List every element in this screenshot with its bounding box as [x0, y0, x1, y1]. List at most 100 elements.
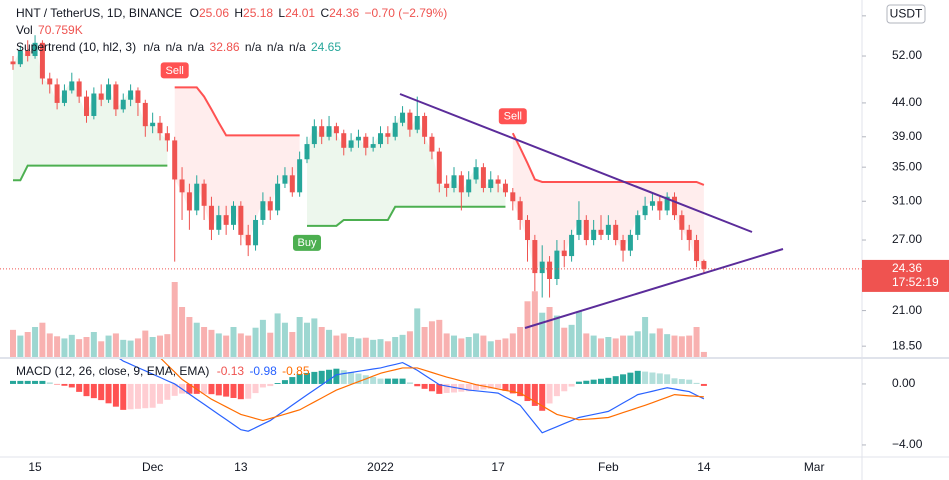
volume-bar: [642, 317, 649, 357]
macd-histogram-bar: [17, 380, 24, 384]
volume-bar: [98, 341, 105, 357]
macd-histogram-bar: [149, 383, 156, 408]
candle-body: [517, 201, 523, 220]
ohlc-prefix: H: [234, 6, 243, 20]
candle-body: [488, 179, 494, 188]
supertrend-value: n/a: [165, 40, 182, 54]
candle-body: [502, 183, 508, 193]
macd-legend: MACD (12, 26, close, 9, EMA, EMA) -0.13 …: [16, 364, 310, 378]
macd-histogram-bar: [10, 380, 16, 384]
trend-line-upper: [399, 93, 753, 233]
candle-body: [326, 126, 332, 137]
supertrend-value: n/a: [187, 40, 204, 54]
candle-body: [701, 260, 707, 269]
volume-bar: [230, 327, 237, 357]
candle-body: [414, 115, 420, 130]
macd-histogram-bar: [127, 383, 134, 410]
volume-bar: [39, 322, 46, 357]
ohlc-prefix: L: [278, 6, 285, 20]
volume-bar: [46, 333, 53, 357]
macd-histogram-bar: [39, 380, 46, 384]
supertrend-value: 24.65: [311, 40, 341, 54]
macd-histogram-bar: [546, 383, 553, 404]
volume-bar: [620, 335, 627, 357]
candle-body: [208, 205, 214, 230]
macd-histogram-bar: [370, 376, 377, 384]
macd-histogram-bar: [700, 383, 707, 386]
x-tick-label: 14: [697, 460, 711, 474]
macd-histogram-bar: [296, 374, 303, 384]
volume-bar: [24, 332, 31, 357]
volume-bar: [348, 337, 355, 357]
volume-bar: [171, 282, 178, 357]
volume-bar: [392, 337, 399, 357]
candle-body: [76, 81, 82, 97]
volume-bar: [76, 339, 83, 357]
candle-body: [480, 167, 486, 188]
x-tick-label: 2022: [367, 460, 394, 474]
volume-bar: [546, 307, 553, 357]
volume-bar: [120, 339, 127, 357]
volume-bar: [399, 334, 406, 357]
macd-histogram-bar: [83, 383, 90, 397]
volume-bar: [458, 338, 465, 357]
supertrend-value: n/a: [245, 40, 262, 54]
macd-histogram-bar: [157, 383, 163, 404]
candle-body: [400, 112, 406, 123]
candle-body: [473, 167, 479, 180]
volume-bar: [54, 336, 61, 357]
volume-bar: [414, 308, 421, 357]
macd-histogram-bar: [274, 383, 281, 384]
candle-body: [39, 42, 45, 79]
candle-body: [17, 50, 23, 65]
currency-box: [886, 4, 926, 24]
macd-histogram-bar: [664, 374, 671, 384]
supertrend-line: [174, 86, 705, 186]
signal-line: [160, 359, 704, 422]
volume-bar: [495, 339, 502, 357]
macd-histogram-bar: [656, 373, 663, 384]
candle-body: [120, 99, 126, 110]
supertrend-fill: [13, 42, 168, 181]
macd-histogram-bar: [384, 378, 391, 384]
volume-bar: [61, 338, 68, 357]
volume-bar: [700, 351, 707, 357]
candle-body: [32, 42, 38, 57]
macd-histogram-bar: [98, 383, 105, 401]
volume-bar: [245, 335, 252, 357]
macd-histogram-bar: [215, 383, 222, 396]
volume-bar: [10, 329, 16, 357]
candle-body: [98, 93, 104, 100]
trend-line-lower: [524, 248, 784, 329]
volume-bar: [90, 332, 97, 357]
volume-legend: Vol 70.759K: [16, 23, 83, 37]
header-legend: HNT / TetherUS, 1D, BINANCE O25.06 H25.1…: [16, 6, 447, 20]
candle-body: [150, 122, 156, 127]
macd-histogram-bar: [252, 383, 259, 394]
symbol-label: HNT / TetherUS, 1D, BINANCE: [16, 6, 182, 20]
volume-bar: [465, 337, 472, 357]
candle-body: [451, 175, 457, 188]
macd-histogram-bar: [289, 377, 296, 384]
macd-histogram-bar: [362, 375, 369, 384]
macd-histogram-bar: [642, 371, 649, 384]
candle-body: [598, 229, 604, 235]
macd-histogram-bar: [340, 370, 347, 384]
candle-body: [466, 179, 472, 193]
ohlc-value: 24.01: [285, 6, 315, 20]
candle-body: [54, 84, 60, 103]
candle-body: [694, 240, 700, 261]
macd-histogram-bar: [201, 383, 208, 394]
axes: 60.0052.0044.0039.0035.0031.0027.0021.00…: [28, 8, 922, 474]
macd-histogram-bar: [24, 380, 31, 384]
candle-body: [392, 122, 398, 137]
volume-bar: [193, 322, 200, 357]
candle-body: [267, 201, 273, 211]
candle-body: [135, 90, 141, 103]
volume-bar: [259, 319, 266, 357]
macd-histogram-bar: [590, 379, 597, 384]
volume-bar: [355, 338, 362, 357]
volume-bar: [517, 327, 524, 357]
volume-bar: [649, 333, 656, 357]
